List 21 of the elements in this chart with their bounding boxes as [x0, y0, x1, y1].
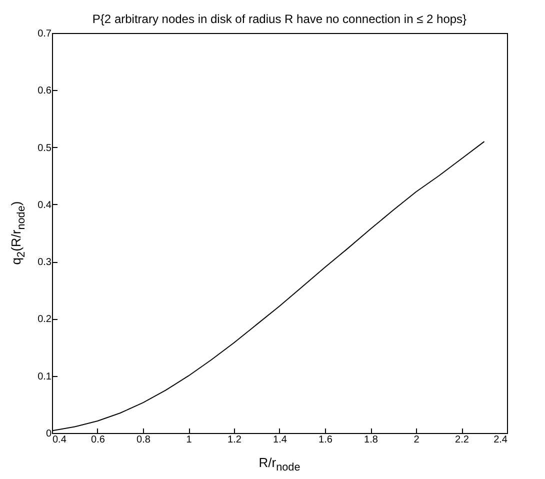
- x-tick-label: 0.4: [52, 434, 67, 446]
- x-tick-label: 0.8: [136, 434, 151, 446]
- y-tick-label: 0: [46, 428, 52, 440]
- x-axis-title: R/r$_{node}$: [258, 455, 302, 474]
- x-tick-label: 0.6: [91, 434, 106, 446]
- y-tick-label: 0.7: [38, 28, 52, 40]
- y-tick-label: 0.4: [38, 200, 52, 211]
- x-tick-label: 1.2: [228, 434, 242, 446]
- y-tick-label: 0.6: [38, 86, 52, 97]
- x-tick-label: 1.4: [273, 434, 288, 446]
- x-tick-label: 2: [414, 434, 420, 446]
- y-tick-label: 0.1: [38, 371, 52, 382]
- x-tick-label: 1.6: [318, 434, 333, 446]
- y-tick-label: 0.2: [38, 314, 52, 326]
- y-tick-label: 0.3: [38, 257, 52, 268]
- x-tick-label: 1: [186, 434, 192, 446]
- y-tick-label: 0.5: [38, 142, 52, 154]
- x-tick-label: 2.2: [455, 434, 470, 446]
- x-tick-label: 1.8: [364, 434, 378, 446]
- chart-title: P{2 arbitrary nodes in disk of radius R have no connection in ≤ 2 hops}: [91, 12, 468, 26]
- x-tick-label: 2.4: [494, 434, 508, 446]
